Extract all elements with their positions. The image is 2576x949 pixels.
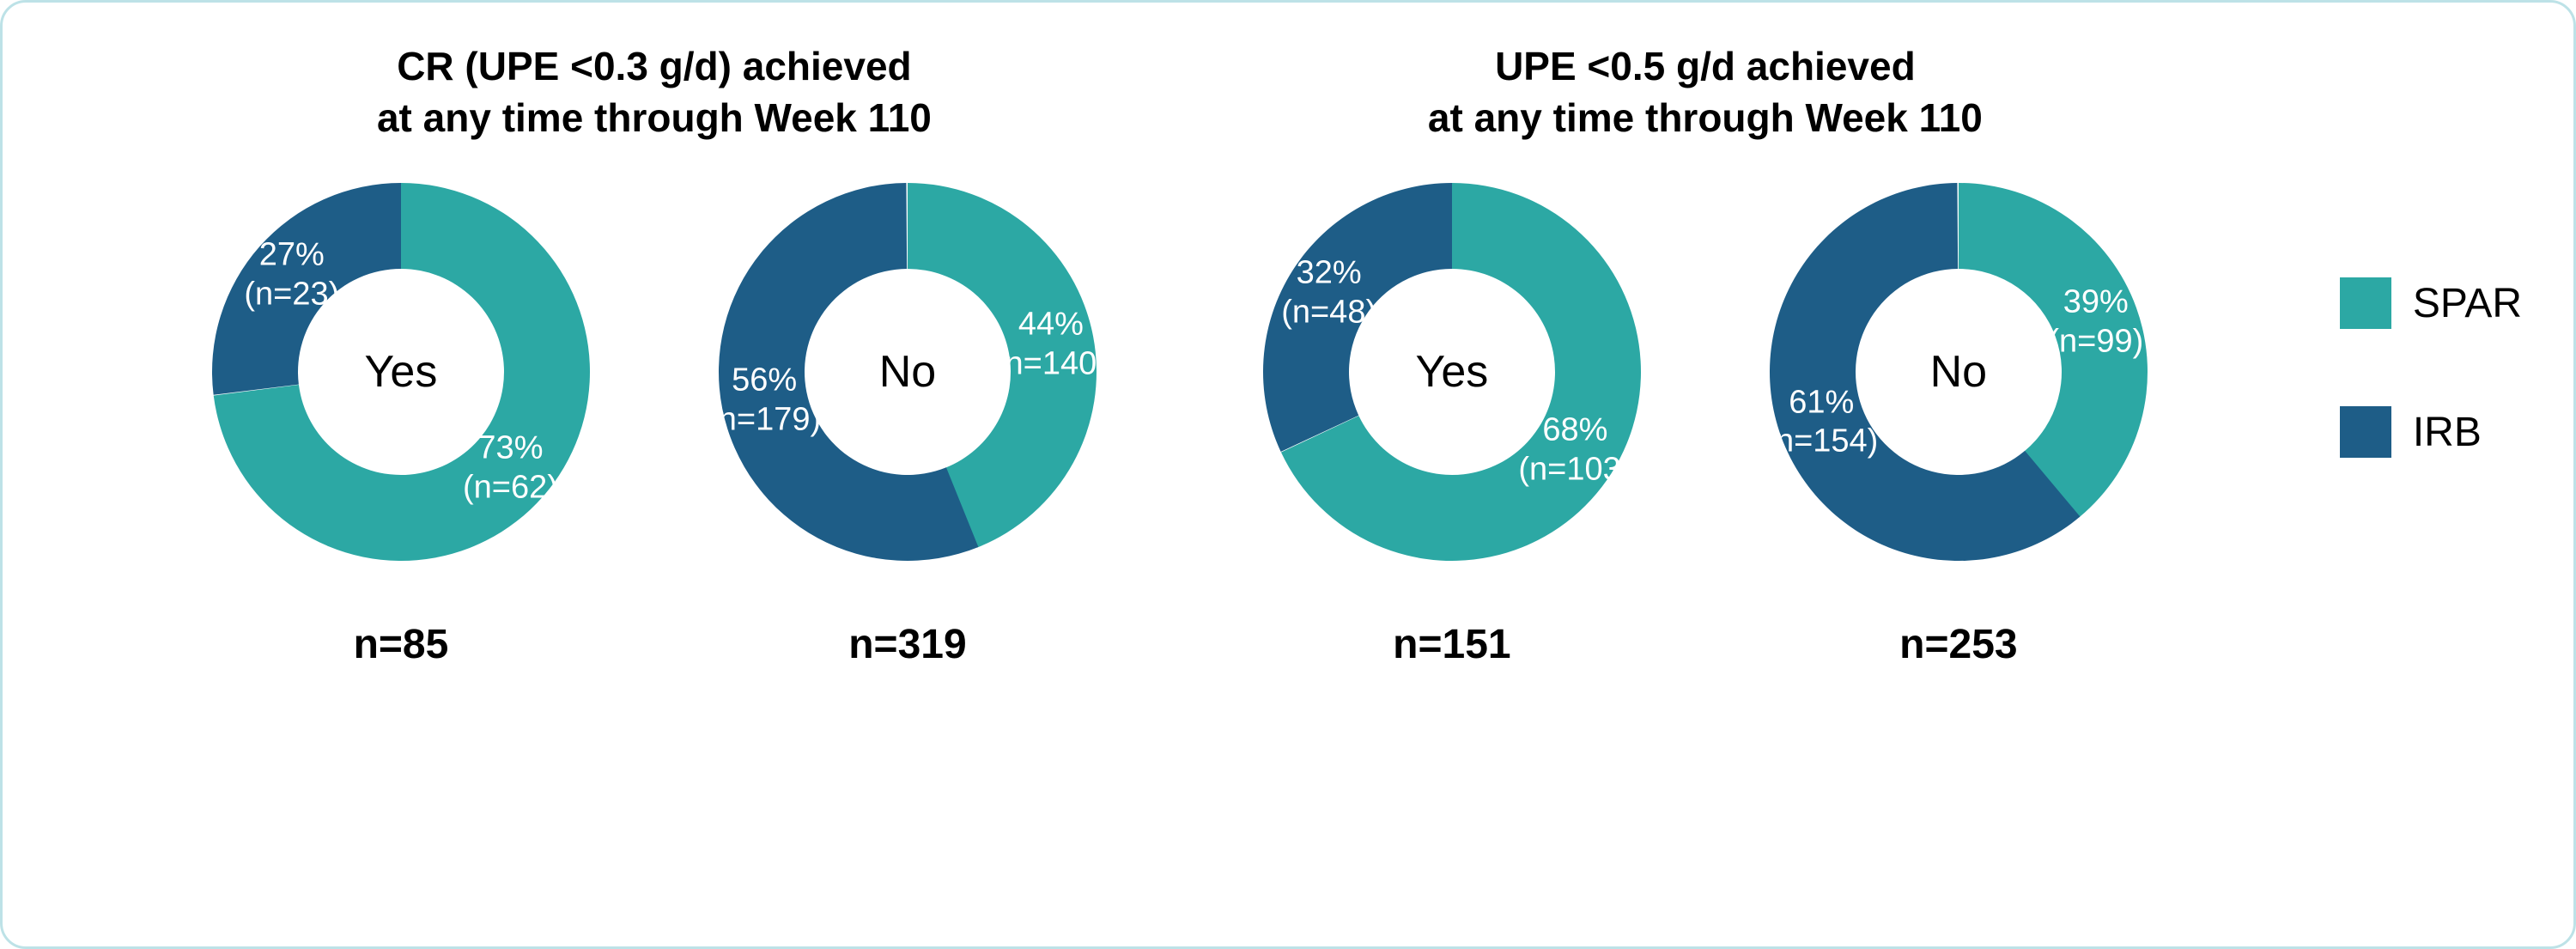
- donut-chart: 39%(n=99)61%(n=154)No: [1761, 174, 2156, 569]
- legend-label: IRB: [2413, 409, 2482, 456]
- n-total-label: n=85: [354, 621, 449, 668]
- chart-group: UPE <0.5 g/d achievedat any time through…: [1255, 37, 2156, 668]
- n-total-label: n=151: [1393, 621, 1510, 668]
- chart-group: CR (UPE <0.3 g/d) achievedat any time th…: [204, 37, 1105, 668]
- donut-chart: 27%(n=23)73%(n=62)Yes: [204, 174, 598, 569]
- charts-area: CR (UPE <0.3 g/d) achievedat any time th…: [54, 37, 2306, 668]
- donut-block: 39%(n=99)61%(n=154)No n=253: [1761, 174, 2156, 668]
- group-title: UPE <0.5 g/d achievedat any time through…: [1428, 37, 1983, 149]
- n-total-label: n=319: [848, 621, 966, 668]
- group-title: CR (UPE <0.3 g/d) achievedat any time th…: [377, 37, 932, 149]
- n-total-label: n=253: [1899, 621, 2017, 668]
- legend-swatch: [2340, 277, 2391, 329]
- donut-slice-irb: [212, 183, 402, 395]
- figure-frame: CR (UPE <0.3 g/d) achievedat any time th…: [0, 0, 2576, 949]
- legend-label: SPAR: [2413, 280, 2522, 327]
- donut-pair: 27%(n=23)73%(n=62)Yes n=85 44%(n=140)56%(n…: [204, 174, 1105, 668]
- legend-swatch: [2340, 406, 2391, 458]
- donut-chart: 44%(n=140)56%(n=179)No: [710, 174, 1105, 569]
- donut-slice-irb: [1263, 183, 1453, 452]
- donut-slice-spar: [1959, 183, 2148, 518]
- donut-pair: 32%(n=48)68%(n=103)Yes n=151 39%(n=99)61%(…: [1255, 174, 2156, 668]
- legend: SPAR IRB: [2340, 277, 2522, 458]
- donut-block: 32%(n=48)68%(n=103)Yes n=151: [1255, 174, 1649, 668]
- donut-block: 44%(n=140)56%(n=179)No n=319: [710, 174, 1105, 668]
- legend-item-spar: SPAR: [2340, 277, 2522, 329]
- donut-chart: 32%(n=48)68%(n=103)Yes: [1255, 174, 1649, 569]
- donut-block: 27%(n=23)73%(n=62)Yes n=85: [204, 174, 598, 668]
- legend-item-irb: IRB: [2340, 406, 2522, 458]
